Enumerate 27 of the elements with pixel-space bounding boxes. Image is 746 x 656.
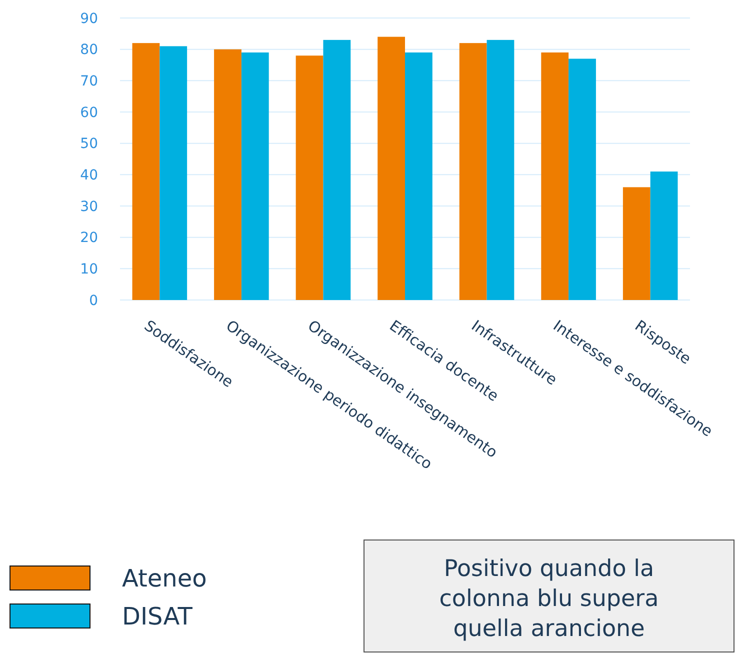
bar (160, 46, 188, 300)
bar (132, 43, 160, 300)
bar (541, 52, 569, 300)
y-tick-label: 30 (80, 198, 98, 215)
y-tick-label: 60 (80, 104, 98, 121)
bar (241, 52, 269, 300)
y-tick-label: 70 (80, 74, 98, 90)
y-tick-label: 0 (89, 292, 98, 309)
y-tick-label: 50 (80, 136, 98, 152)
bar (405, 52, 432, 300)
text: Positivo quando la colonna blu supera quella arancione (439, 556, 659, 642)
bar (378, 36, 405, 300)
bar (486, 40, 514, 300)
bar (568, 58, 596, 300)
bar (459, 43, 487, 300)
bar (622, 187, 650, 300)
legend-label: Ateneo (122, 564, 207, 592)
bar (296, 56, 324, 300)
y-tick-label: 90 (80, 10, 98, 27)
bar (323, 40, 351, 300)
legend-label: DISAT (122, 602, 193, 630)
bar (650, 172, 678, 300)
y-tick-label: 20 (80, 230, 98, 246)
bar (214, 49, 242, 300)
y-tick-label: 80 (80, 42, 98, 58)
y-tick-label: 40 (80, 168, 98, 184)
y-tick-label: 10 (80, 262, 98, 278)
